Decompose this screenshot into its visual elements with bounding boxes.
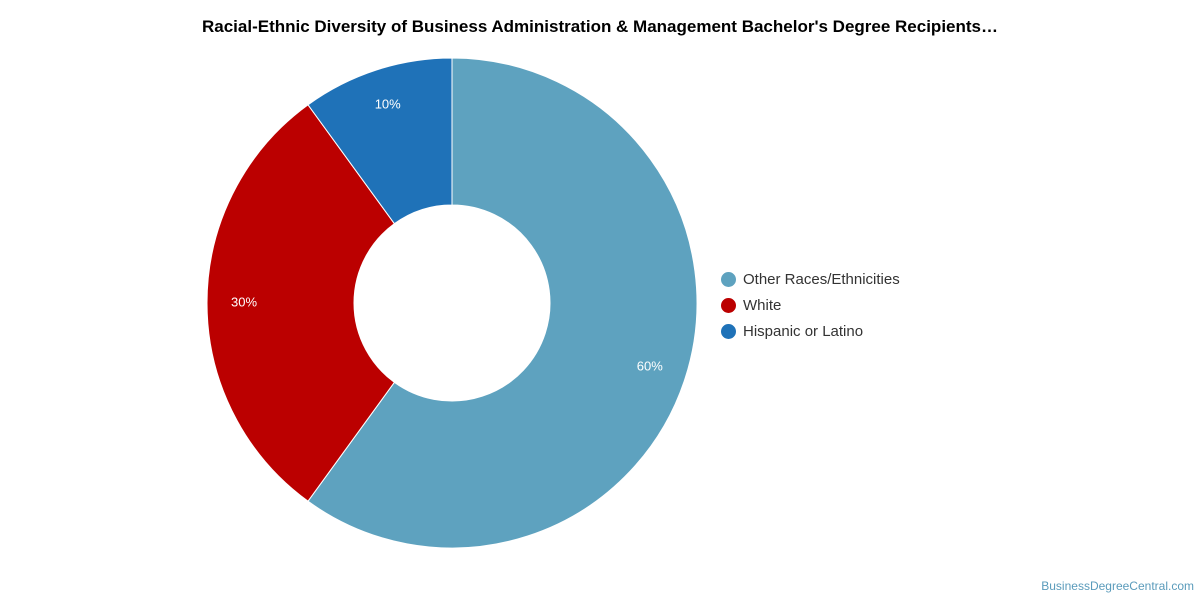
chart-legend: Other Races/Ethnicities White Hispanic o… (721, 266, 900, 344)
legend-label-hispanic-latino: Hispanic or Latino (743, 322, 864, 340)
slices-group (206, 57, 698, 549)
site-watermark[interactable]: BusinessDegreeCentral.com (1041, 579, 1194, 593)
data-label-other-races: 60% (637, 359, 663, 374)
chart-title: Racial-Ethnic Diversity of Business Admi… (201, 17, 998, 36)
data-label-hispanic-latino: 10% (375, 97, 401, 112)
legend-swatch-hispanic-latino (721, 323, 736, 339)
slice-white[interactable] (206, 104, 396, 502)
legend-item-other-races[interactable]: Other Races/Ethnicities (721, 266, 900, 292)
slice-other-races[interactable] (307, 57, 698, 549)
legend-label-other-races: Other Races/Ethnicities (743, 270, 900, 288)
legend-label-white: White (743, 296, 782, 314)
legend-swatch-white (721, 297, 736, 313)
slice-hispanic-latino[interactable] (307, 57, 453, 225)
data-labels-group: 60% 30% 10% (231, 97, 663, 374)
legend-item-hispanic-latino[interactable]: Hispanic or Latino (721, 318, 900, 344)
legend-item-white[interactable]: White (721, 292, 900, 318)
legend-swatch-other-races (721, 271, 736, 287)
data-label-white: 30% (231, 294, 257, 309)
